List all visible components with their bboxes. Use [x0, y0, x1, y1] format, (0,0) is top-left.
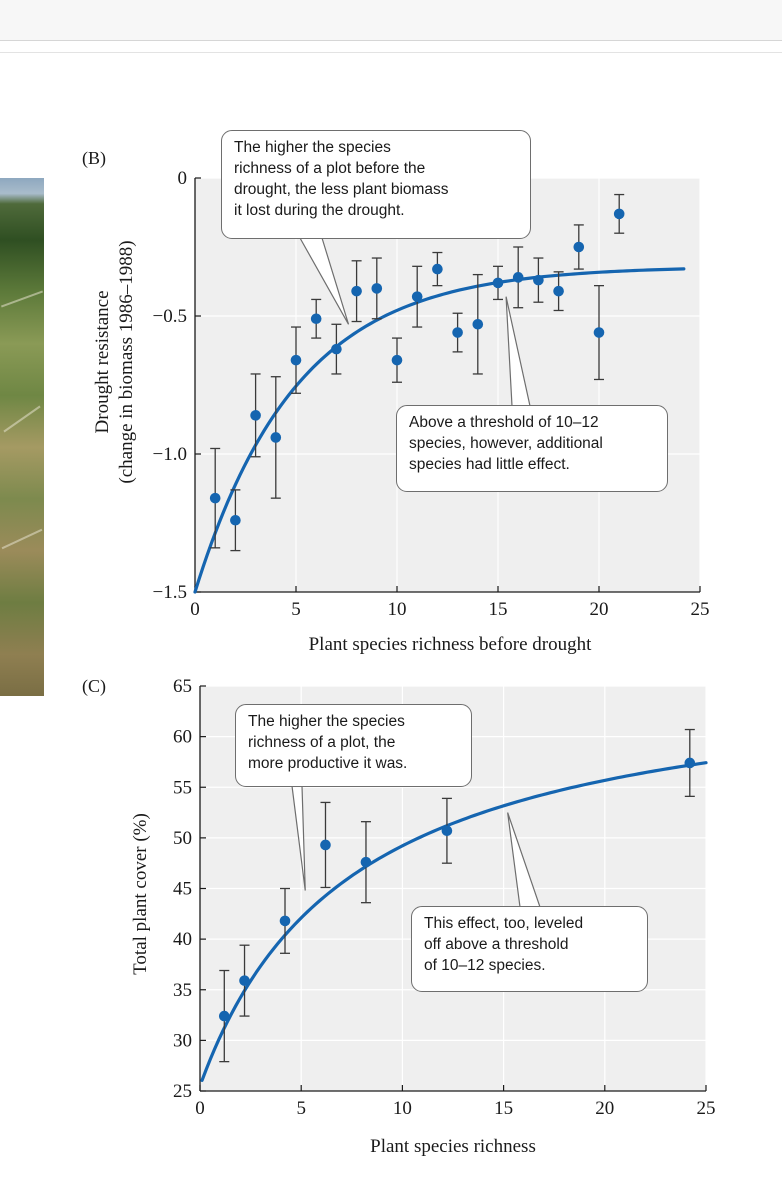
data-point: [684, 757, 696, 769]
x-tick-label: 0: [195, 1098, 205, 1119]
data-point: [320, 839, 331, 851]
x-tick-label: 0: [190, 599, 200, 620]
y-tick-label: −0.5: [153, 306, 187, 327]
data-point: [310, 313, 322, 325]
x-tick-label: 15: [494, 1098, 513, 1119]
data-point: [331, 343, 342, 355]
y-axis-label-c: Total plant cover (%): [130, 813, 151, 975]
callout-c-bottom: This effect, too, leveled off above a th…: [411, 906, 648, 992]
x-tick-label: 15: [489, 599, 508, 620]
x-tick-label: 25: [697, 1098, 716, 1119]
data-point: [250, 410, 261, 421]
y-tick-label: −1.5: [153, 582, 187, 603]
data-point: [218, 1010, 230, 1022]
data-point: [613, 208, 625, 220]
y-tick-label: 0: [178, 168, 188, 189]
data-point: [270, 432, 282, 443]
y-tick-label: 30: [173, 1030, 192, 1051]
x-tick-label: 10: [388, 599, 407, 620]
data-point: [533, 274, 544, 286]
data-point: [492, 277, 504, 289]
callout-c-top: The higher the species richness of a plo…: [235, 704, 472, 787]
y-tick-label: 55: [173, 777, 192, 798]
plot-area-b: 0 5 10 15 20 25 0 −0.5 −1.0 −1.5: [153, 168, 710, 620]
data-point: [432, 263, 443, 275]
browser-toolbar: [0, 0, 782, 41]
y-tick-label: 25: [173, 1081, 192, 1102]
x-axis-label-b: Plant species richness before drought: [309, 634, 593, 655]
fit-curve: [200, 761, 708, 1083]
y-tick-label: 65: [173, 676, 192, 697]
data-point: [593, 327, 605, 338]
data-point: [239, 975, 250, 986]
callout-b-top: The higher the species richness of a plo…: [221, 130, 531, 239]
panel-label-c: (C): [82, 676, 106, 697]
x-tick-label: 5: [296, 1098, 306, 1119]
x-axis-label-c: Plant species richness: [370, 1136, 536, 1157]
data-point: [441, 825, 453, 837]
x-tick-label: 20: [595, 1098, 614, 1119]
y-tick-label: −1.0: [153, 444, 187, 465]
field-photo: [0, 178, 44, 696]
fit-curve: [193, 267, 686, 594]
data-point: [411, 291, 423, 302]
data-point: [553, 285, 564, 297]
divider: [0, 52, 782, 53]
panel-label-b: (B): [82, 148, 106, 169]
x-tick-label: 20: [590, 599, 609, 620]
data-point: [351, 285, 362, 297]
x-tick-label: 25: [691, 599, 710, 620]
y-tick-label: 35: [173, 980, 192, 1001]
data-point: [452, 327, 463, 338]
data-point: [230, 514, 241, 526]
y-axis-label-b-line1: Drought resistance: [92, 291, 113, 434]
data-point: [573, 241, 585, 253]
plot-background: [195, 178, 700, 592]
callout-b-bottom: Above a threshold of 10–12 species, howe…: [396, 405, 668, 492]
data-point: [371, 283, 383, 294]
x-tick-label: 10: [393, 1098, 412, 1119]
data-point: [279, 915, 291, 927]
y-tick-label: 40: [173, 929, 192, 950]
data-point: [290, 354, 302, 366]
data-point: [209, 492, 221, 504]
y-axis-label-b-line2: (change in biomass 1986–1988): [116, 240, 137, 483]
data-point: [360, 856, 372, 868]
data-point: [472, 318, 484, 330]
chart-drought-resistance: (B) Drought resistance (change in biomas…: [82, 148, 710, 655]
data-point: [512, 272, 524, 283]
y-tick-label: 50: [173, 828, 192, 849]
y-tick-label: 60: [173, 727, 192, 748]
y-tick-label: 45: [173, 879, 192, 900]
x-tick-label: 5: [291, 599, 301, 620]
data-point: [391, 354, 403, 366]
